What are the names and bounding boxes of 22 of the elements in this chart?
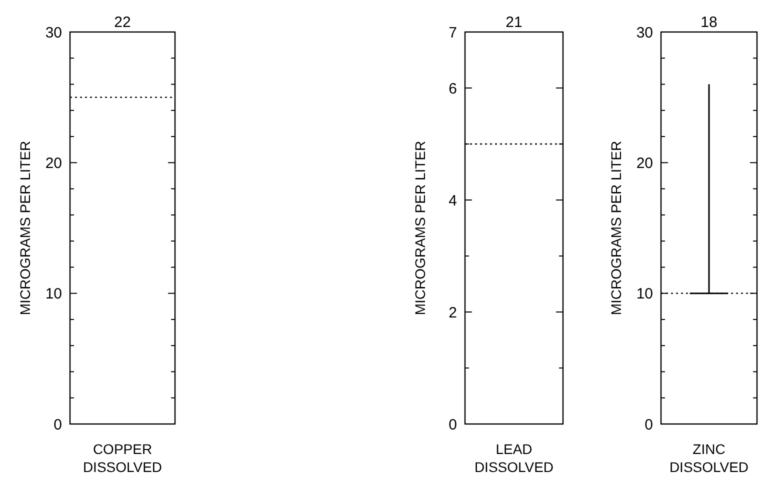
x-tick-label: ZINC DISSOLVED — [669, 441, 749, 475]
text: 21 — [506, 14, 522, 31]
x-tick-label: COPPER DISSOLVED — [82, 441, 162, 475]
y-tick-label: 30 — [45, 24, 62, 42]
y-tick-label: 20 — [636, 154, 653, 172]
y-tick-label: 20 — [45, 154, 62, 172]
y-tick-label: 4 — [448, 192, 457, 210]
y-tick-label: 10 — [45, 286, 62, 303]
y-tick-label: 0 — [644, 416, 653, 434]
x-tick-label: LEAD DISSOLVED — [474, 441, 554, 475]
y-tick-label: 30 — [636, 24, 653, 42]
y-axis-title: MICROGRAMS PER LITER — [17, 140, 33, 316]
y-tick-label: 0 — [54, 416, 62, 434]
y-axis-title: MICROGRAMS PER LITER — [412, 140, 428, 316]
y-tick-label: 0 — [448, 416, 457, 434]
y-tick-label: 6 — [448, 80, 457, 98]
text: 22 — [114, 14, 131, 31]
y-axis-title: MICROGRAMS PER LITER — [608, 140, 624, 316]
y-tick-label: 2 — [448, 304, 457, 322]
y-tick-label: 7 — [448, 24, 457, 42]
text: 18 — [700, 14, 718, 31]
y-tick-label: 10 — [636, 286, 653, 303]
